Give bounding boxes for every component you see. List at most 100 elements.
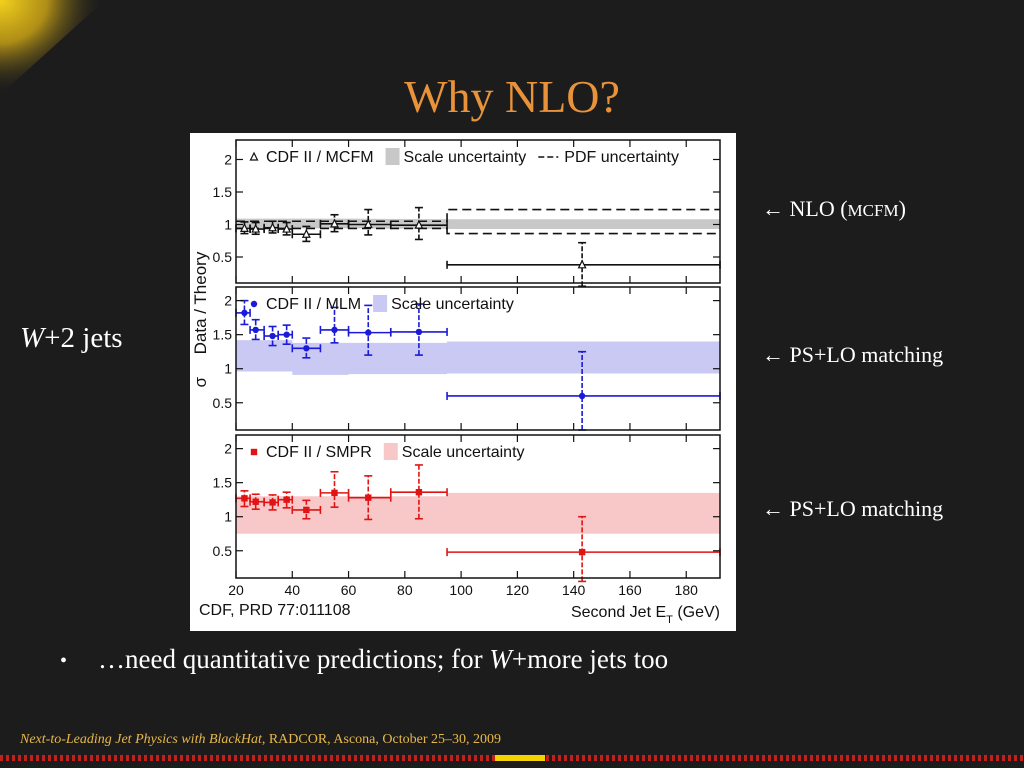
- x-tick-label: 120: [506, 582, 530, 598]
- y-axis-label-prefix: σ: [191, 377, 210, 388]
- chart-panel-2: 0.5 1 1.5 2 CDF II / MLM Scale uncertainty: [213, 286, 721, 431]
- scale-uncertainty-band: [236, 340, 720, 375]
- data-marker: [283, 496, 290, 503]
- data-point: [446, 241, 721, 288]
- data-point: [277, 491, 294, 509]
- legend-label: Scale uncertainty: [404, 149, 527, 166]
- x-tick-label: 100: [449, 582, 473, 598]
- annotation-nlo: ← NLO (MCFM): [762, 196, 906, 222]
- y-axis-label-text: Data / Theory: [191, 251, 210, 354]
- legend-label: PDF uncertainty: [564, 149, 679, 166]
- annotation-close: ): [898, 196, 906, 221]
- footer-citation: Next-to-Leading Jet Physics with BlackHa…: [20, 732, 501, 748]
- legend-marker: [250, 448, 258, 456]
- data-point: [319, 213, 350, 233]
- left-arrow-icon: ←: [762, 496, 784, 521]
- data-point: [291, 225, 322, 243]
- data-marker: [365, 329, 372, 336]
- y-tick-label: 1.5: [213, 184, 233, 200]
- footer-stripe-decoration: [0, 755, 1024, 761]
- data-marker: [269, 332, 276, 340]
- legend-entry: CDF II / SMPR: [250, 444, 372, 461]
- side-label-rest: +2 jets: [44, 322, 123, 354]
- data-point: [277, 324, 294, 345]
- legend-entry: Scale uncertainty: [373, 295, 514, 313]
- y-tick-label: 1.5: [213, 475, 233, 491]
- scale-uncertainty-band: [236, 492, 720, 534]
- legend-label: CDF II / MCFM: [266, 149, 374, 166]
- x-tick-label: 80: [397, 582, 413, 598]
- data-marker: [268, 222, 278, 232]
- data-point: [235, 299, 251, 326]
- footer-rest: , RADCOR, Ascona, October 25–30, 2009: [261, 732, 501, 747]
- left-arrow-icon: ←: [762, 196, 784, 221]
- legend-marker: [249, 151, 259, 161]
- data-marker: [282, 223, 292, 233]
- pdf-uncertainty-line: [236, 227, 720, 235]
- data-marker: [365, 494, 372, 501]
- left-arrow-icon: ←: [762, 342, 784, 367]
- data-marker: [303, 345, 310, 352]
- data-marker: [269, 499, 276, 506]
- bullet-text-pre: …need quantitative predictions; for: [98, 644, 490, 674]
- data-point: [291, 499, 322, 520]
- legend-marker: [250, 300, 258, 308]
- y-tick-label: 2: [224, 152, 232, 168]
- chart-citation: CDF, PRD 77:011108: [199, 602, 351, 619]
- x-tick-label: 60: [341, 582, 357, 598]
- y-axis-label: Data / Theory σ: [191, 251, 210, 387]
- chart-panel-1: 0.5 1 1.5 2 CDF II / MCFM Scale uncertainty PD…: [213, 139, 721, 288]
- data-marker: [578, 392, 586, 400]
- legend-band-swatch: [383, 443, 398, 460]
- y-tick-label: 1: [224, 361, 232, 377]
- legend-label: CDF II / MLM: [266, 296, 361, 313]
- data-point: [389, 464, 448, 520]
- data-point: [389, 303, 448, 356]
- legend-entry: CDF II / MLM: [250, 296, 361, 313]
- data-marker: [577, 259, 587, 269]
- x-axis-label: Second Jet ET (GeV): [571, 604, 720, 626]
- data-marker: [239, 223, 249, 233]
- data-marker: [415, 489, 423, 496]
- data-marker: [251, 223, 261, 233]
- data-marker: [363, 219, 373, 229]
- legend-label: Scale uncertainty: [391, 296, 514, 313]
- data-marker: [241, 309, 248, 317]
- pdf-uncertainty-line: [236, 208, 720, 223]
- annotation-text: PS+LO matching: [789, 342, 944, 367]
- y-tick-label: 1: [224, 509, 232, 525]
- bullet-icon: •: [60, 650, 68, 673]
- annotation-ps-lo-1: ← PS+LO matching: [762, 342, 943, 368]
- data-marker: [331, 326, 338, 334]
- bullet-text-post: +more jets too: [511, 644, 669, 674]
- legend-entry: Scale uncertainty: [383, 443, 525, 461]
- chart-panel-3: 0.5 1 1.5 2 CDF II / SMPR Scale uncertainty: [213, 434, 721, 583]
- annotation-text: NLO (: [789, 196, 848, 221]
- panel-frame: [235, 434, 721, 579]
- panel-frame: [235, 286, 721, 431]
- x-tick-label: 20: [228, 582, 244, 598]
- data-marker: [241, 495, 248, 502]
- legend-entry: CDF II / MCFM: [249, 149, 374, 166]
- data-marker: [415, 328, 423, 336]
- data-marker: [283, 331, 290, 338]
- data-marker: [303, 506, 310, 514]
- y-tick-label: 1.5: [213, 327, 233, 343]
- x-tick-label: 140: [562, 582, 586, 598]
- data-marker: [578, 548, 586, 556]
- legend-entry: Scale uncertainty: [385, 148, 527, 166]
- data-marker: [252, 498, 259, 505]
- y-tick-label: 2: [224, 441, 232, 457]
- legend-label: CDF II / SMPR: [266, 444, 372, 461]
- legend-entry: PDF uncertainty: [538, 149, 679, 166]
- data-point: [347, 475, 392, 521]
- side-label: W+2 jets: [20, 322, 123, 355]
- panel-frame: [235, 139, 721, 284]
- data-point: [347, 304, 392, 356]
- y-tick-label: 2: [224, 293, 232, 309]
- scale-uncertainty-band: [236, 218, 720, 230]
- data-point: [277, 221, 294, 236]
- legend-band-swatch: [373, 295, 388, 312]
- chart-figure: 0.5 1 1.5 2 CDF II / MCFM Scale uncertainty PD…: [190, 133, 736, 631]
- x-tick-labels: 20 40 60 80 100 120 140 160 180: [228, 582, 698, 598]
